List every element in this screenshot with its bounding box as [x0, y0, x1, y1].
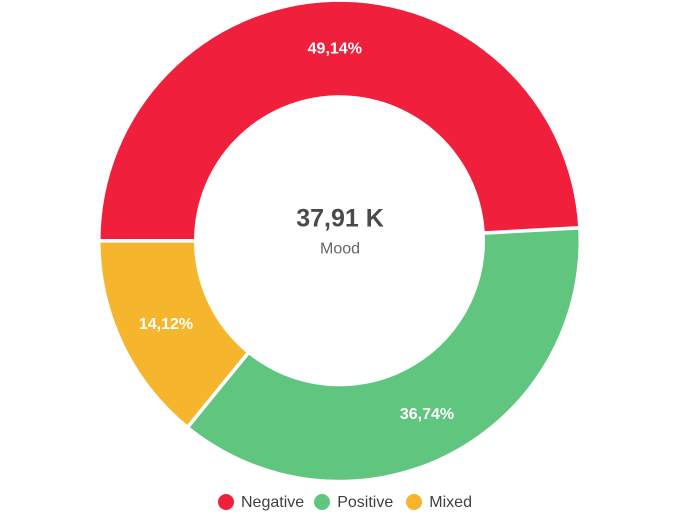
- svg-text:49,14%: 49,14%: [308, 40, 362, 57]
- svg-text:14,12%: 14,12%: [139, 316, 193, 333]
- svg-text:36,74%: 36,74%: [400, 406, 454, 423]
- svg-text:37,91 K: 37,91 K: [296, 205, 384, 233]
- svg-text:Mood: Mood: [320, 240, 360, 257]
